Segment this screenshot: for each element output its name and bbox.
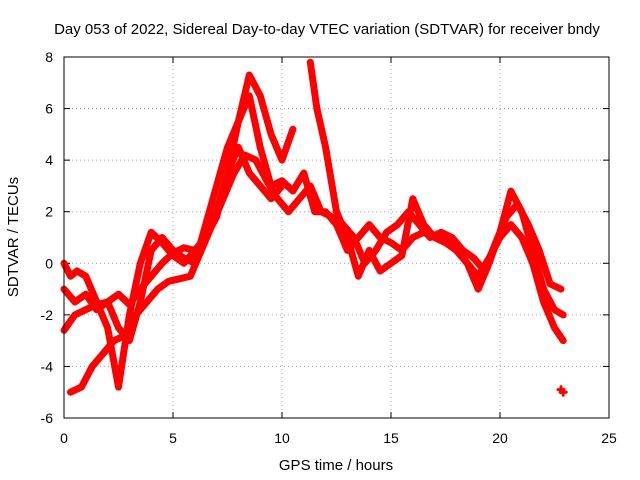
series-line-arc-1 [60, 71, 297, 314]
x-tick-label: 15 [383, 430, 399, 446]
y-axis-label: SDTVAR / TECUs [5, 177, 22, 297]
outlier-point [558, 387, 568, 397]
x-axis-label: GPS time / hours [279, 457, 393, 474]
y-tick-label: 6 [45, 101, 53, 117]
series-line-arc-3 [67, 151, 565, 396]
y-tick-label: 0 [45, 255, 53, 271]
y-tick-label: 2 [45, 204, 53, 220]
x-tick-label: 10 [274, 430, 290, 446]
plot-frame [63, 56, 610, 419]
x-tick-label: 20 [492, 430, 508, 446]
x-tick-label: 25 [601, 430, 617, 446]
y-tick-label: -2 [41, 307, 54, 323]
chart-title: Day 053 of 2022, Sidereal Day-to-day VTE… [54, 21, 600, 38]
y-tick-labels: -6 -4 -2 0 2 4 6 8 [41, 49, 54, 426]
x-tick-labels: 0 5 10 15 20 25 [60, 430, 617, 446]
series-line-arc-5 [306, 58, 567, 319]
y-tick-label: 8 [45, 49, 53, 65]
x-tick-label: 0 [60, 430, 68, 446]
series-line-arc-4 [60, 143, 286, 391]
series-group [60, 58, 568, 397]
x-tick-label: 5 [169, 430, 177, 446]
y-tick-label: -6 [41, 410, 54, 426]
y-tick-label: 4 [45, 152, 53, 168]
y-tick-label: -4 [41, 358, 54, 374]
series-line-arc-2 [60, 92, 567, 345]
